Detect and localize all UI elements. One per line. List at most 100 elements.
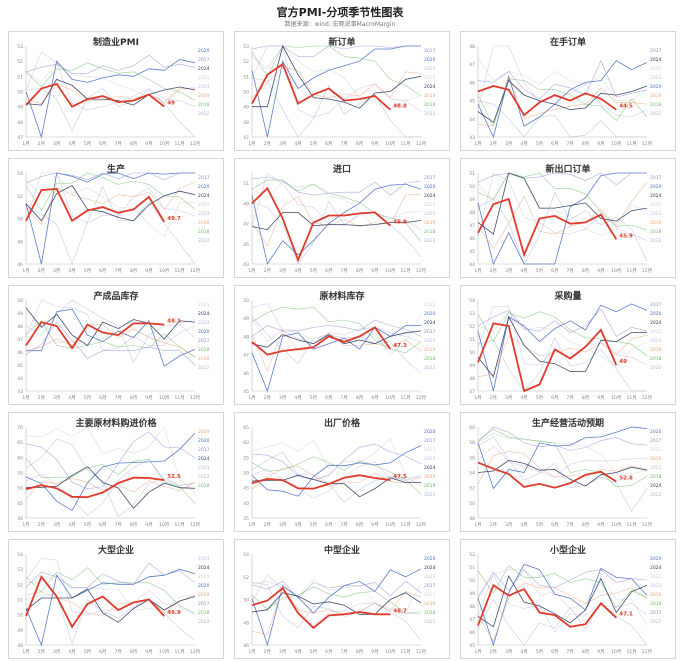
- x-tick-label: 11月: [175, 268, 185, 274]
- legend-label-2020: 2020: [650, 556, 662, 562]
- x-tick-label: 8月: [582, 522, 589, 528]
- legend-label-2024: 2024: [424, 193, 436, 199]
- x-tick-label: 5月: [310, 268, 317, 274]
- legend-label-2022: 2022: [650, 238, 662, 244]
- legend-label-2019: 2019: [650, 93, 662, 99]
- legend-label-2019: 2019: [650, 347, 662, 353]
- legend-label-2020: 2020: [650, 184, 662, 190]
- legend-label-2024: 2024: [650, 565, 662, 571]
- legend-label-2018: 2018: [424, 229, 436, 235]
- y-tick-label: 53: [17, 44, 23, 50]
- x-tick-label: 1月: [22, 268, 29, 274]
- y-tick-label: 45: [469, 99, 475, 105]
- series-line-2017: [25, 562, 196, 588]
- y-tick-label: 48: [469, 44, 475, 50]
- line-chart: 48 49 50 51 52 53 54 1月 2月 3月 4月 5月 6月 7月 8月 9月 10月 11月 12…: [17, 552, 210, 655]
- x-tick-label: 5月: [536, 522, 543, 528]
- series-line-2025: [477, 461, 617, 489]
- legend-label-2024: 2024: [198, 311, 210, 317]
- y-tick-label: 50: [243, 471, 249, 477]
- y-tick-label: 50: [17, 486, 23, 492]
- x-tick-label: 8月: [130, 268, 137, 274]
- y-tick-label: 50: [469, 184, 475, 190]
- series-line-2025: [251, 326, 392, 356]
- legend-label-2019: 2019: [424, 93, 436, 99]
- x-tick-label: 4月: [294, 649, 301, 655]
- x-tick-label: 12月: [416, 649, 426, 655]
- legend-label-2022: 2022: [650, 111, 662, 117]
- x-tick-label: 10月: [159, 141, 169, 147]
- x-tick-label: 5月: [84, 649, 91, 655]
- x-tick-label: 6月: [551, 141, 558, 147]
- x-tick-label: 8月: [130, 522, 137, 528]
- legend-label-2024: 2024: [198, 66, 210, 72]
- x-tick-label: 1月: [22, 649, 29, 655]
- x-tick-label: 12月: [642, 141, 652, 147]
- series-line-2021: [251, 45, 422, 111]
- y-tick-label: 51: [243, 74, 249, 80]
- y-tick-label: 54: [17, 552, 23, 558]
- legend-label-2021: 2021: [424, 202, 436, 208]
- y-tick-label: 60: [17, 455, 23, 461]
- series-line-2025: [251, 586, 391, 630]
- x-tick-label: 8月: [582, 395, 589, 401]
- x-tick-label: 3月: [53, 395, 60, 401]
- y-tick-label: 60: [243, 440, 249, 446]
- y-tick-label: 52: [469, 324, 475, 330]
- legend-label-2017: 2017: [424, 329, 436, 335]
- series-line-2024: [25, 307, 196, 347]
- x-tick-label: 2月: [38, 522, 45, 528]
- chart-title: 制造业PMI: [93, 38, 139, 48]
- chart-panel: 47 48 49 50 51 52 53 54 1月 2月 3月 4月 5月 6月 7月 8月 9月 10月 11月…: [460, 285, 676, 405]
- y-tick-label: 44: [17, 376, 23, 382]
- x-tick-label: 9月: [597, 395, 604, 401]
- y-tick-label: 44: [469, 117, 475, 123]
- series-line-2022: [251, 582, 422, 641]
- x-tick-label: 10月: [611, 395, 621, 401]
- y-tick-label: 70: [17, 425, 23, 431]
- x-tick-label: 3月: [279, 649, 286, 655]
- x-tick-label: 7月: [114, 268, 121, 274]
- x-tick-label: 9月: [597, 522, 604, 528]
- line-chart: 47 48 49 50 51 52 53 54 1月 2月 3月 4月 5月 6月 7月 8月 9月 10月 11月…: [469, 298, 662, 401]
- x-tick-label: 3月: [505, 522, 512, 528]
- y-tick-label: 46: [17, 262, 23, 268]
- legend-label-2019: 2019: [198, 592, 210, 598]
- y-tick-label: 55: [17, 471, 23, 477]
- legend-label-2018: 2018: [424, 102, 436, 108]
- line-chart: 45 46 47 48 49 50 1月 2月 3月 4月 5月 6月 7月 8月 9月 10月 11月 12月 4…: [243, 298, 436, 401]
- x-tick-label: 1月: [248, 522, 255, 528]
- series-line-2024: [252, 44, 422, 109]
- y-tick-label: 48: [469, 376, 475, 382]
- series-line-2022: [25, 185, 196, 265]
- series-line-2018: [25, 62, 196, 101]
- y-tick-label: 51: [469, 171, 475, 177]
- chart-title: 小型企业: [549, 546, 586, 556]
- series-line-2025: [25, 476, 165, 499]
- legend-label-2023: 2023: [424, 211, 436, 217]
- series-line-2020: [251, 325, 421, 393]
- line-chart: 46 48 50 52 54 1月 2月 3月 4月 5月 6月 7月 8月 9月 10月 11月 12月 48.…: [243, 552, 435, 655]
- x-tick-label: 12月: [416, 141, 426, 147]
- legend-label-2018: 2018: [424, 356, 436, 362]
- series-line-2023: [477, 574, 648, 633]
- x-tick-label: 6月: [325, 522, 332, 528]
- legend-label-2022: 2022: [424, 492, 436, 498]
- series-line-2022: [251, 451, 422, 503]
- x-tick-label: 10月: [159, 649, 169, 655]
- series-line-2025: [477, 197, 618, 258]
- legend-label-2021: 2021: [650, 202, 662, 208]
- y-tick-label: 47: [17, 135, 23, 141]
- x-tick-label: 1月: [474, 522, 481, 528]
- x-tick-label: 2月: [490, 141, 497, 147]
- x-tick-label: 4月: [68, 268, 75, 274]
- series-line-2024: [477, 575, 648, 628]
- series-line-2018: [251, 179, 422, 242]
- series-line-2019: [25, 181, 196, 225]
- y-tick-label: 52: [243, 59, 249, 65]
- x-tick-label: 9月: [371, 268, 378, 274]
- legend-label-2024: 2024: [650, 193, 662, 199]
- x-tick-label: 2月: [264, 395, 271, 401]
- last-value-label: 49: [619, 359, 627, 365]
- series-line-2018: [477, 172, 648, 231]
